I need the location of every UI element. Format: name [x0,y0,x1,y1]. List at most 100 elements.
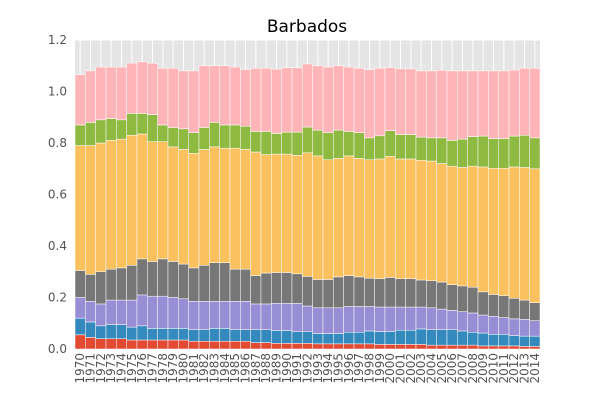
bar-segment [519,135,530,168]
bar-segment [271,343,282,350]
bar-segment [415,279,427,308]
bar-segment [457,167,468,287]
plot-area: 0.00.20.40.60.81.01.21970197119721973197… [48,33,542,384]
bar-segment [240,341,251,350]
bar-segment [136,325,148,341]
y-tick-label: 1.0 [48,85,67,99]
bar-segment [198,127,210,150]
bar-segment [240,126,251,150]
bar-segment [105,268,117,301]
x-tick-label: 1984 [218,353,232,384]
bar-segment [260,272,272,305]
bar-segment [477,135,489,168]
x-tick-label: 1974 [115,353,129,384]
bar-segment [188,267,200,302]
bar-segment [436,281,448,310]
bar-segment [116,138,127,269]
bar-segment [281,303,293,331]
bar-segment [488,138,499,169]
x-tick-label: 2014 [528,353,542,384]
bar-segment [74,145,86,271]
bar-segment [250,68,262,132]
bar-segment [529,335,541,347]
bar-segment [498,167,510,296]
bar-segment [74,124,86,146]
bar-segment [374,278,386,308]
bar-segment [260,329,272,343]
bar-segment [281,131,293,155]
bar-segment [178,339,189,350]
bar-segment [405,68,417,135]
bar-segment [488,345,499,350]
bar-segment [405,278,417,308]
bar-segment [395,68,406,135]
bar-segment [229,268,241,302]
bar-segment [405,344,417,350]
bar-segment [136,294,148,327]
bar-segment [467,286,479,314]
bar-segment [147,114,158,142]
bar-segment [405,158,417,279]
bar-segment [364,137,375,160]
bar-segment [85,321,96,338]
bar-segment [436,344,448,350]
bar-segment [353,306,365,333]
bar-segment [95,325,107,339]
bar-segment [240,329,251,342]
bar-segment [364,277,375,307]
bar-segment [374,344,386,350]
bar-segment [498,317,510,335]
bar-segment [426,160,437,282]
bar-segment [126,62,138,114]
bar-segment [312,307,324,334]
bar-segment [426,307,437,330]
bar-segment [260,154,272,274]
bar-segment [116,119,127,140]
bar-segment [188,341,200,350]
bar-segment [333,307,344,334]
bar-segment [302,331,313,344]
bar-segment [188,329,200,342]
bar-segment [343,131,355,157]
bar-segment [116,338,127,350]
bar-segment [116,299,127,325]
bar-segment [333,158,344,278]
bar-segment [95,303,107,327]
bar-segment [488,316,499,335]
bar-segment [426,344,437,350]
bar-segment [95,142,107,272]
bar-segment [343,332,355,345]
bar-segment [467,165,479,288]
bar-segment [415,136,427,161]
x-tick-label: 2003 [414,353,428,384]
bar-segment [529,168,541,303]
bar-segment [281,343,293,350]
bar-segment [198,265,210,302]
bar-segment [260,68,272,132]
bar-segment [167,339,179,350]
bar-segment [519,319,530,337]
bar-segment [364,330,375,345]
y-tick-label: 0.0 [48,342,67,356]
bar-segment [188,70,200,133]
bar-segment [178,263,189,300]
x-tick-label: 2010 [487,353,501,384]
bar-segment [457,70,468,140]
bar-segment [322,66,334,133]
bar-segment [426,70,437,139]
bar-segment [343,66,355,132]
bar-segment [219,328,231,342]
bar-segment [198,65,210,128]
bar-segment [477,70,489,137]
x-tick-label: 1992 [301,353,315,384]
bar-segment [426,329,437,346]
bar-segment [467,332,479,346]
bar-segment [291,131,303,156]
bar-segment [147,261,158,297]
bar-segment [333,129,344,159]
bar-segment [126,135,138,266]
bar-segment [343,155,355,276]
bar-segment [74,270,86,298]
bar-segment [105,338,117,350]
bar-segment [415,160,427,281]
